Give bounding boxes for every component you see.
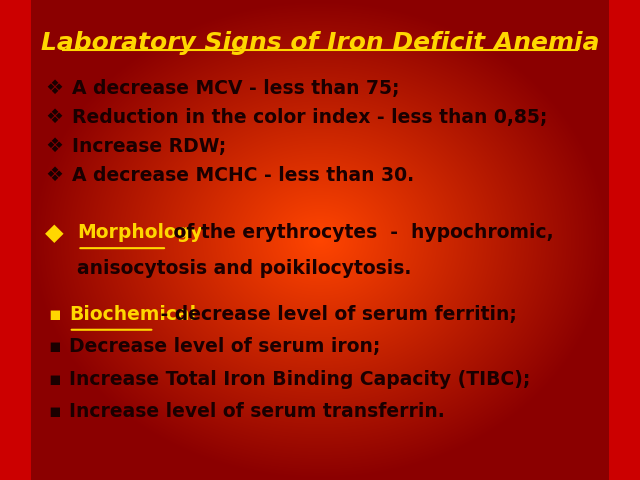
Text: ❖: ❖ xyxy=(45,137,63,156)
Text: Increase level of serum transferrin.: Increase level of serum transferrin. xyxy=(68,402,445,421)
Text: ❖: ❖ xyxy=(45,79,63,98)
Text: ❖: ❖ xyxy=(45,166,63,185)
Text: Decrease level of serum iron;: Decrease level of serum iron; xyxy=(68,337,380,356)
Text: A decrease MCHC - less than 30.: A decrease MCHC - less than 30. xyxy=(72,166,414,185)
Text: ▪: ▪ xyxy=(48,402,61,421)
Text: ▪: ▪ xyxy=(48,305,61,324)
Text: ▪: ▪ xyxy=(48,337,61,356)
Text: Increase RDW;: Increase RDW; xyxy=(72,137,226,156)
Text: anisocytosis and poikilocytosis.: anisocytosis and poikilocytosis. xyxy=(77,259,412,278)
Text: of the erythrocytes  -  hypochromic,: of the erythrocytes - hypochromic, xyxy=(167,223,554,242)
Text: Increase Total Iron Binding Capacity (TIBC);: Increase Total Iron Binding Capacity (TI… xyxy=(68,370,530,389)
Text: Biochemical: Biochemical xyxy=(68,305,196,324)
Text: ❖: ❖ xyxy=(45,108,63,127)
Text: ◆: ◆ xyxy=(45,221,63,245)
Text: - decrease level of serum ferritin;: - decrease level of serum ferritin; xyxy=(154,305,517,324)
Text: Morphology: Morphology xyxy=(77,223,203,242)
Text: Laboratory Signs of Iron Deficit Anemia: Laboratory Signs of Iron Deficit Anemia xyxy=(41,31,599,55)
Text: Reduction in the color index - less than 0,85;: Reduction in the color index - less than… xyxy=(72,108,547,127)
Text: ▪: ▪ xyxy=(48,370,61,389)
Text: A decrease MCV - less than 75;: A decrease MCV - less than 75; xyxy=(72,79,399,98)
